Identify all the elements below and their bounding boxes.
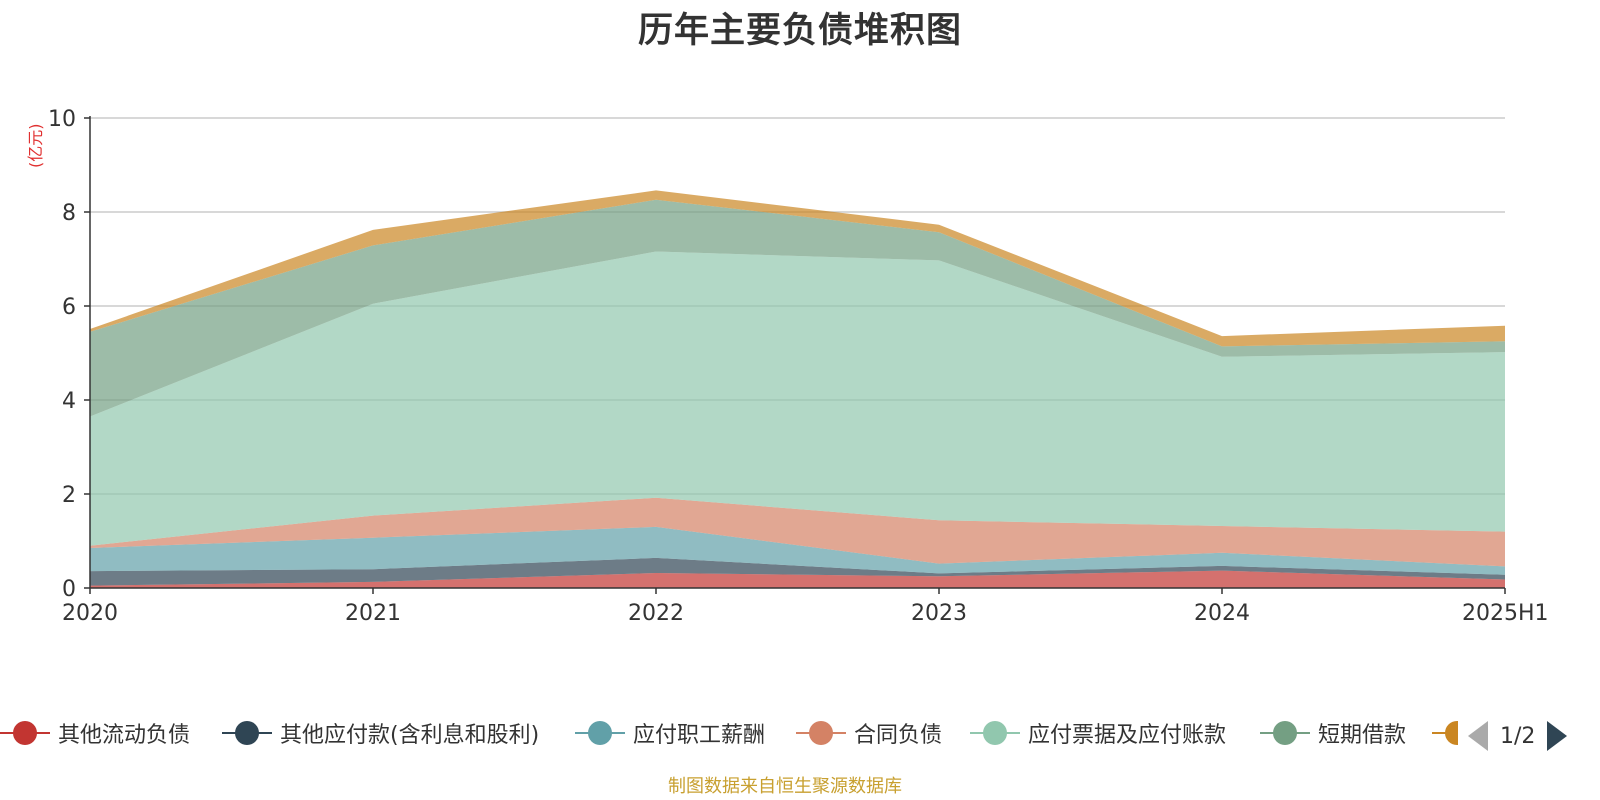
legend-item-3[interactable]: 合同负债 — [796, 716, 942, 750]
y-axis-unit-label: (亿元) — [26, 123, 45, 169]
legend-label: 合同负债 — [854, 723, 943, 748]
legend-item-4[interactable]: 应付票据及应付账款 — [970, 716, 1226, 750]
legend-item-1[interactable]: 其他应付款(含利息和股利) — [222, 716, 539, 750]
legend-label: 应付票据及应付账款 — [1028, 723, 1227, 748]
legend-marker-icon — [0, 716, 50, 750]
legend-item-5[interactable]: 短期借款 — [1260, 716, 1406, 750]
x-tick-label: 2023 — [911, 601, 967, 626]
series-area-4[interactable] — [90, 251, 1505, 546]
x-tick-label: 2024 — [1194, 601, 1250, 626]
y-tick-label: 0 — [62, 577, 76, 602]
y-tick-label: 8 — [62, 201, 76, 226]
series-area-5[interactable] — [90, 199, 1505, 417]
y-tick-label: 4 — [62, 389, 76, 414]
legend-marker-icon — [1432, 716, 1458, 750]
legend-marker-icon — [1260, 716, 1310, 750]
legend-item-2[interactable]: 应付职工薪酬 — [575, 716, 765, 750]
legend-next-page-icon[interactable] — [1547, 721, 1568, 751]
x-tick-label: 2022 — [628, 601, 684, 626]
x-tick-label: 2020 — [62, 601, 118, 626]
y-tick-label: 2 — [62, 483, 76, 508]
legend-label: 其他流动负债 — [58, 723, 191, 748]
legend-prev-page-icon[interactable] — [1468, 721, 1488, 751]
legend-marker-icon — [575, 716, 625, 750]
legend-label: 应付职工薪酬 — [633, 723, 766, 748]
legend-page-indicator: 1/2 — [1500, 723, 1536, 749]
legend-label: 其他应付款(含利息和股利) — [280, 723, 540, 748]
legend-item-6[interactable] — [1432, 716, 1458, 750]
legend-pager: 1/2 — [1468, 720, 1568, 752]
x-tick-label: 2021 — [345, 601, 401, 626]
data-source-note: 制图数据来自恒生聚源数据库 — [668, 776, 902, 797]
series-area-3[interactable] — [90, 497, 1505, 567]
series-area-1[interactable] — [90, 557, 1505, 586]
legend-item-0[interactable]: 其他流动负债 — [0, 716, 190, 750]
y-tick-label: 10 — [48, 107, 76, 132]
series-area-0[interactable] — [90, 570, 1505, 588]
legend-marker-icon — [796, 716, 846, 750]
legend: 其他流动负债 其他应付款(含利息和股利) 应付职工薪酬 合同负债 应付票据及应付账款 短期… — [0, 716, 1458, 756]
legend-marker-icon — [970, 716, 1020, 750]
legend-marker-icon — [222, 716, 272, 750]
x-tick-label: 2025H1 — [1462, 601, 1549, 626]
series-area-2[interactable] — [90, 526, 1505, 575]
series-area-6[interactable] — [90, 190, 1505, 347]
chart-title: 历年主要负债堆积图 — [637, 11, 962, 51]
y-tick-label: 6 — [62, 295, 76, 320]
legend-label: 短期借款 — [1318, 723, 1407, 748]
